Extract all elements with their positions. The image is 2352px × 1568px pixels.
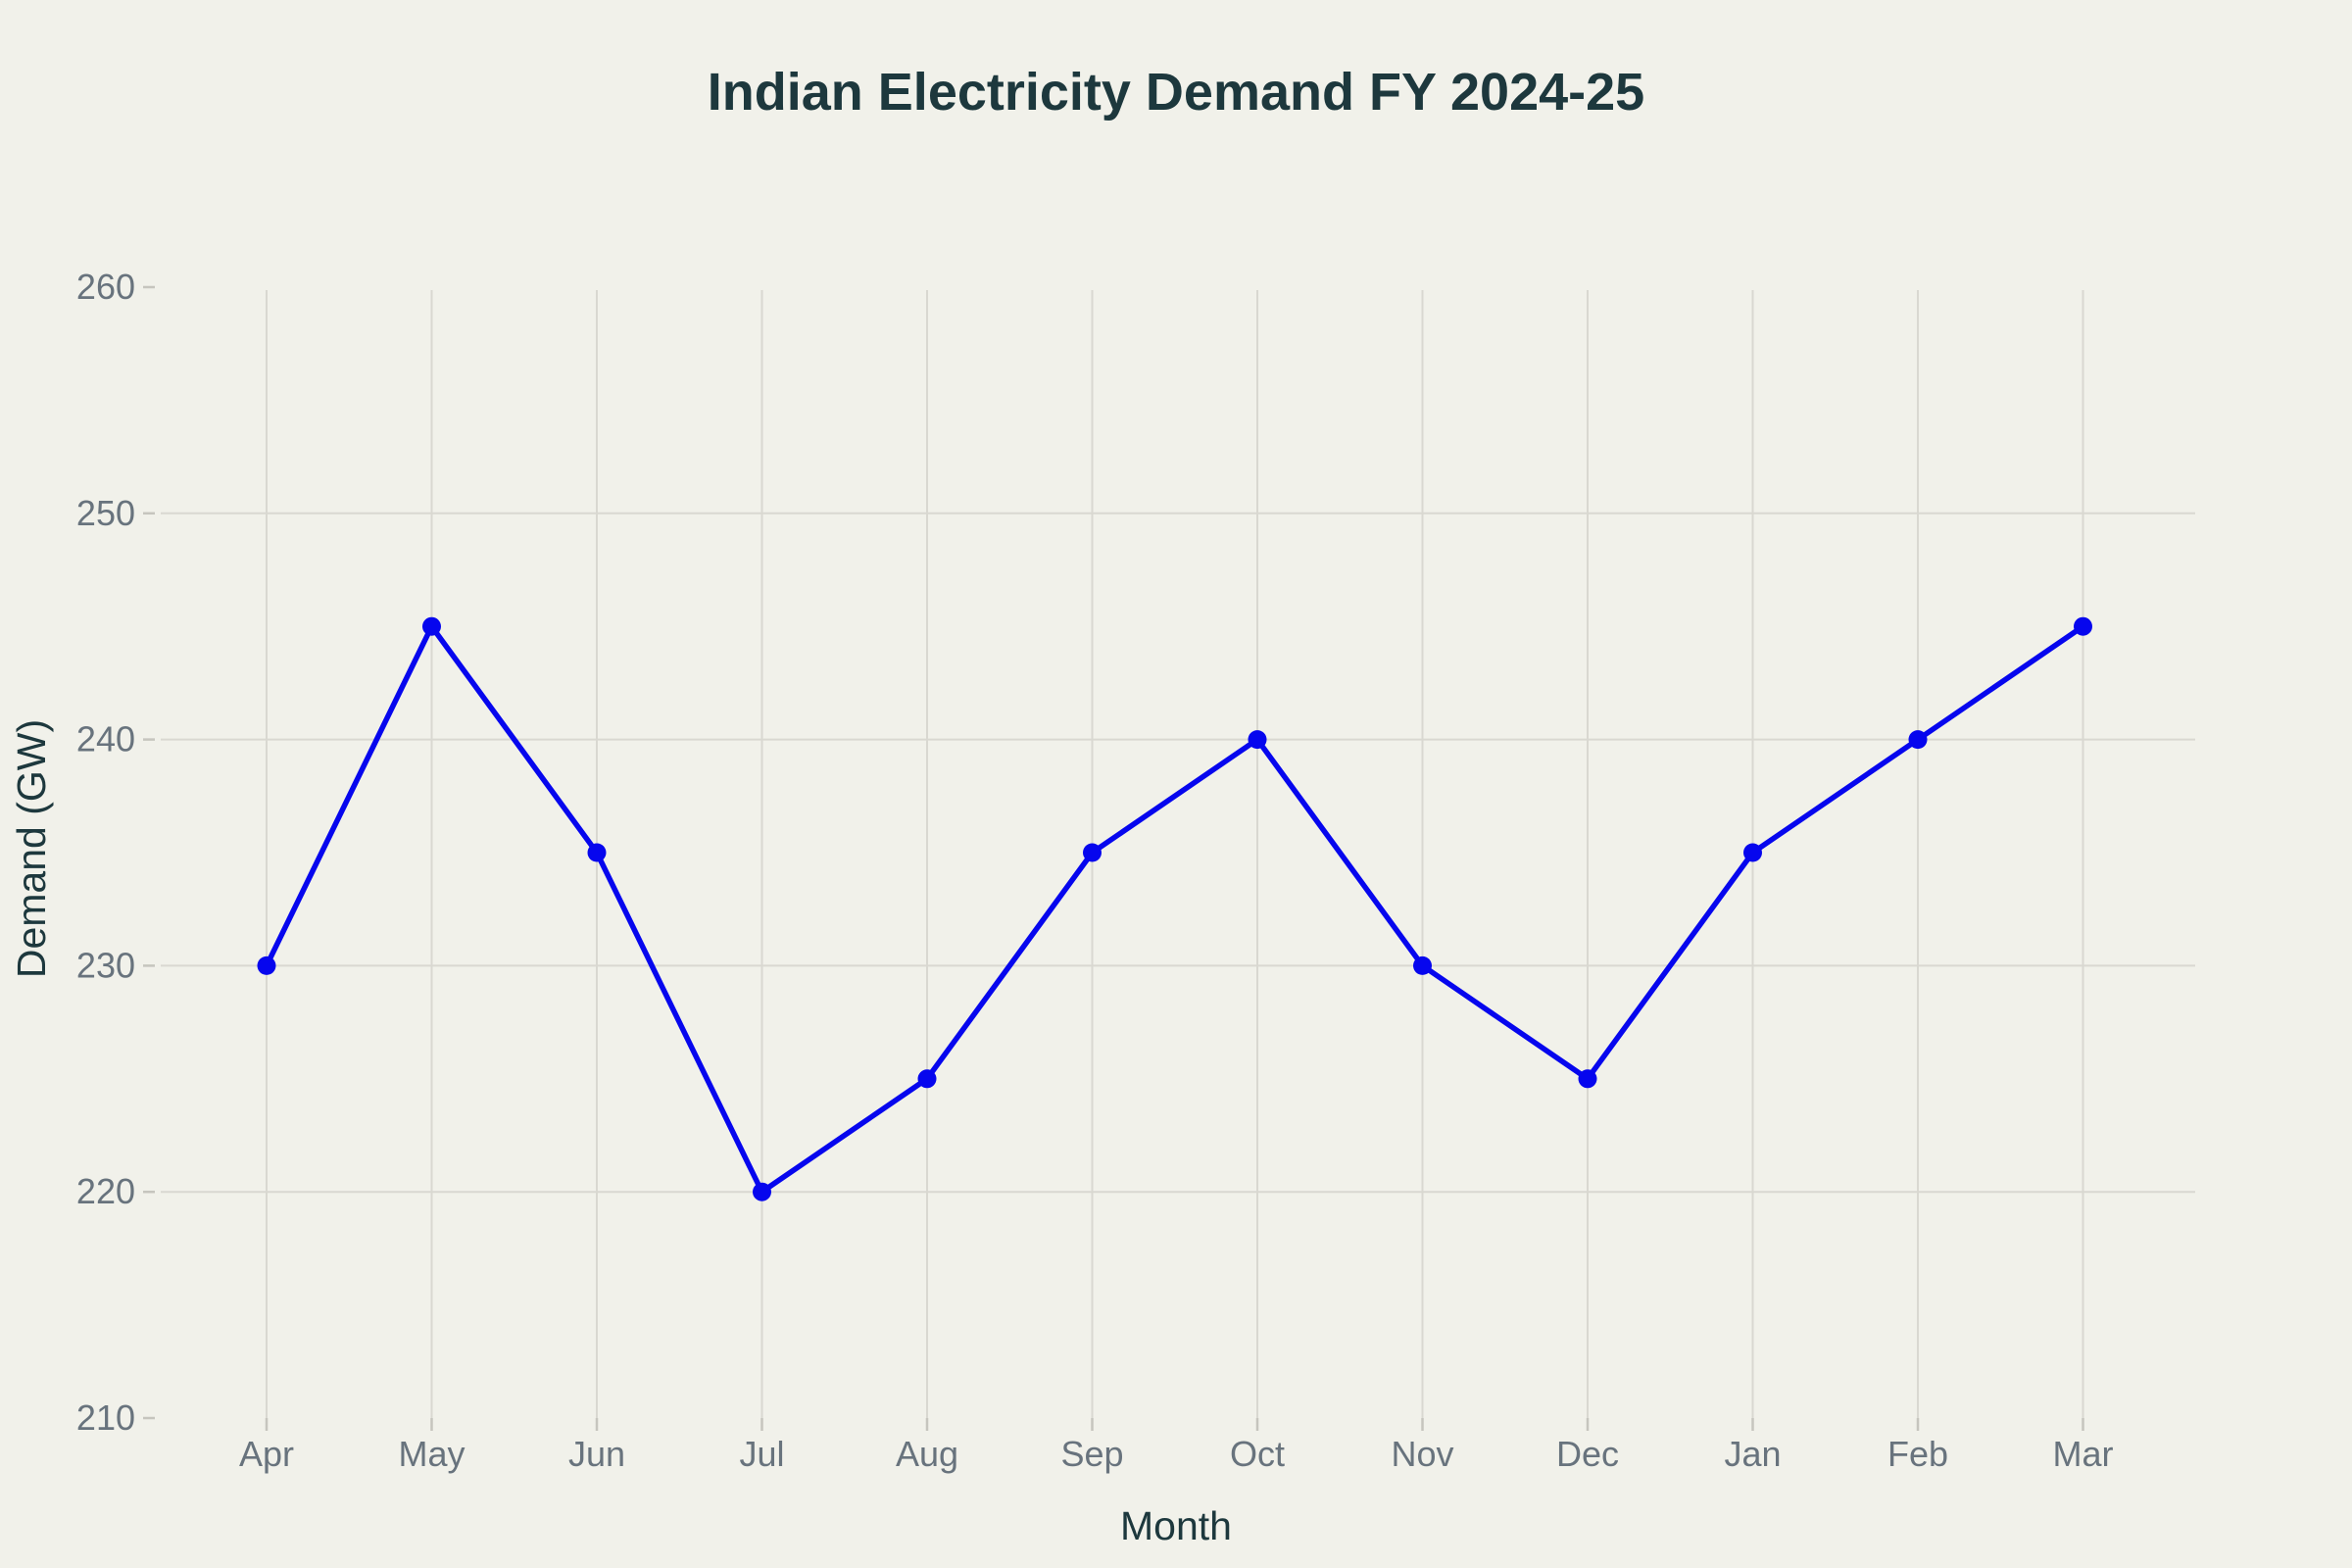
- data-point-apr: [257, 956, 276, 975]
- x-tick-label: Nov: [1391, 1434, 1453, 1474]
- y-tick-label: 240: [76, 719, 135, 760]
- x-tick-label: Mar: [2053, 1434, 2114, 1474]
- x-tick-label: Jan: [1724, 1434, 1781, 1474]
- data-point-nov: [1413, 956, 1432, 975]
- data-point-sep: [1083, 843, 1102, 862]
- data-point-mar: [2074, 616, 2092, 636]
- data-point-oct: [1248, 730, 1267, 750]
- x-tick-label: Sep: [1060, 1434, 1123, 1474]
- x-tick-label: Oct: [1230, 1434, 1285, 1474]
- data-point-jan: [1743, 843, 1762, 862]
- x-axis-title: Month: [1120, 1503, 1232, 1548]
- demand-line: [264, 623, 2086, 1195]
- data-point-jun: [587, 843, 607, 862]
- x-tick-label: Dec: [1556, 1434, 1619, 1474]
- y-tick-label: 210: [76, 1397, 135, 1438]
- x-tick-label: Jun: [568, 1434, 625, 1474]
- y-tick-label: 220: [76, 1171, 135, 1211]
- y-tick-label: 250: [76, 493, 135, 533]
- chart-title: Indian Electricity Demand FY 2024-25: [707, 63, 1645, 122]
- x-tick-label: May: [398, 1434, 465, 1474]
- x-tick-label: Aug: [896, 1434, 958, 1474]
- y-tick-label: 260: [76, 267, 135, 307]
- data-point-may: [422, 616, 441, 636]
- data-point-dec: [1578, 1069, 1597, 1089]
- data-point-feb: [1908, 730, 1928, 750]
- x-tick-label: Jul: [739, 1434, 784, 1474]
- data-point-aug: [917, 1069, 937, 1089]
- data-point-jul: [753, 1182, 771, 1201]
- x-tick-label: Feb: [1887, 1434, 1948, 1474]
- x-tick-label: Apr: [239, 1434, 294, 1474]
- y-tick-label: 230: [76, 945, 135, 985]
